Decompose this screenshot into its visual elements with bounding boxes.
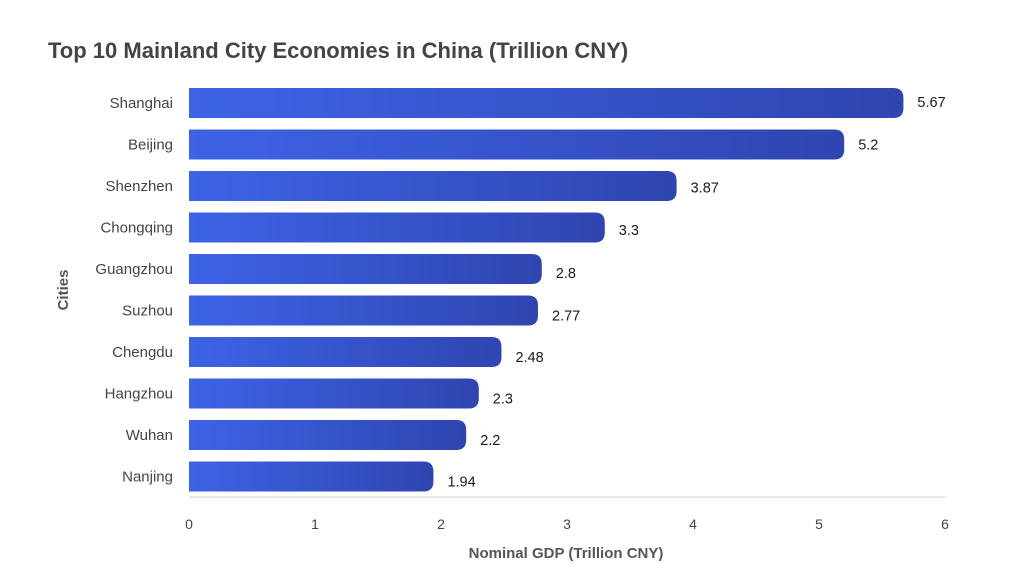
category-label: Wuhan: [126, 427, 173, 444]
value-label: 3.87: [691, 180, 719, 196]
bar-hangzhou: [189, 378, 479, 409]
category-label: Chengdu: [112, 344, 173, 361]
bar-suzhou: [189, 295, 539, 326]
x-tick-label: 4: [689, 516, 697, 532]
bar-wuhan: [189, 420, 467, 450]
value-label: 5.2: [858, 138, 878, 154]
bar-nanjing: [189, 461, 434, 492]
category-label: Hangzhou: [105, 386, 173, 403]
category-label: Nanjing: [122, 469, 173, 486]
value-label: 5.67: [917, 95, 945, 111]
bar-beijing: [189, 129, 845, 160]
category-label: Beijing: [128, 137, 173, 154]
value-label: 1.94: [447, 475, 475, 491]
x-axis-title: Nominal GDP (Trillion CNY): [469, 545, 664, 562]
x-tick-label: 0: [185, 516, 193, 532]
x-tick-label: 5: [815, 516, 823, 532]
bar-chongqing: [189, 212, 605, 243]
bar-shenzhen: [189, 171, 677, 201]
value-label: 2.2: [480, 433, 500, 449]
chart-title: Top 10 Mainland City Economies in China …: [48, 38, 629, 63]
value-label: 3.3: [619, 223, 639, 239]
category-labels: Shanghai Beijing Shenzhen Chongqing Guangzho…: [95, 95, 173, 486]
bars-layer: [189, 88, 904, 492]
x-tick-label: 3: [563, 516, 571, 532]
category-label: Chongqing: [100, 220, 173, 237]
category-label: Guangzhou: [95, 261, 173, 278]
bar-guangzhou: [189, 254, 542, 284]
value-label: 2.3: [493, 392, 513, 408]
category-label: Suzhou: [122, 303, 173, 320]
x-tick-label: 2: [437, 516, 445, 532]
category-label: Shenzhen: [105, 178, 173, 195]
category-label: Shanghai: [110, 95, 173, 112]
x-tick-label: 1: [311, 516, 319, 532]
bar-chengdu: [189, 337, 502, 367]
value-labels: 5.67 5.2 3.87 3.3 2.8 2.77 2.48 2.3 2.2 1.94: [447, 95, 945, 491]
value-label: 2.8: [556, 266, 576, 282]
value-label: 2.48: [515, 350, 543, 366]
x-tick-labels: 0 1 2 3 4 5 6: [185, 516, 949, 532]
value-label: 2.77: [552, 309, 580, 325]
y-axis-title: Cities: [55, 270, 72, 311]
x-tick-label: 6: [941, 516, 949, 532]
bar-shanghai: [189, 88, 904, 118]
